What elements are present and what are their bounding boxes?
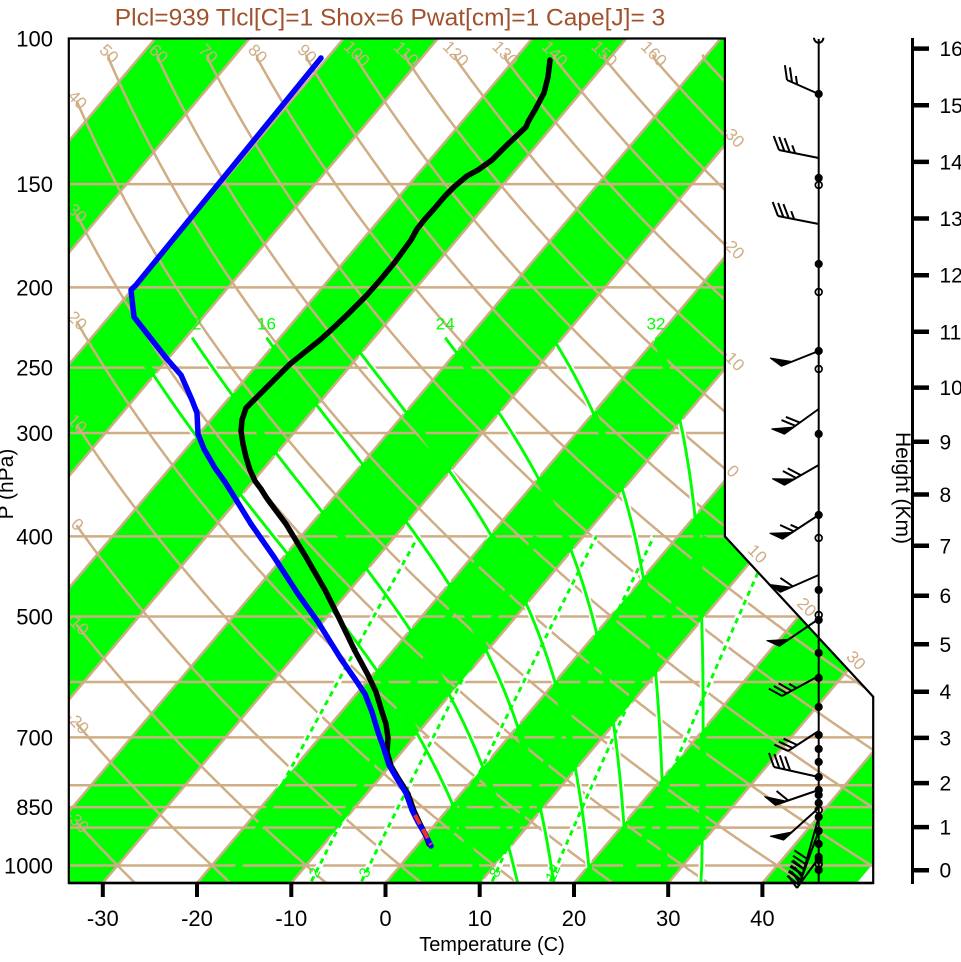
svg-text:2: 2: [940, 773, 952, 796]
svg-text:4: 4: [940, 681, 952, 704]
svg-text:0: 0: [940, 860, 952, 883]
svg-text:250: 250: [16, 356, 53, 381]
svg-text:0: 0: [379, 906, 391, 931]
svg-text:-10: -10: [275, 906, 307, 931]
svg-text:13: 13: [940, 208, 961, 231]
svg-text:11: 11: [940, 321, 961, 344]
svg-text:7: 7: [940, 535, 952, 558]
svg-text:100: 100: [16, 27, 53, 52]
svg-text:28: 28: [543, 315, 562, 334]
svg-text:3: 3: [940, 727, 952, 750]
svg-text:12: 12: [183, 315, 202, 334]
svg-text:200: 200: [16, 275, 53, 300]
svg-text:1000: 1000: [4, 854, 53, 879]
svg-text:24: 24: [436, 315, 455, 334]
svg-text:Temperature (C): Temperature (C): [419, 934, 565, 956]
svg-text:1: 1: [940, 817, 952, 840]
svg-text:300: 300: [16, 421, 53, 446]
svg-text:10: 10: [467, 906, 491, 931]
svg-text:16: 16: [940, 38, 961, 61]
svg-text:Plcl=939 Tlcl[C]=1 Shox=6 Pwat: Plcl=939 Tlcl[C]=1 Shox=6 Pwat[cm]=1 Cap…: [115, 5, 665, 32]
svg-text:14: 14: [940, 151, 961, 174]
svg-text:5: 5: [940, 634, 952, 657]
svg-text:6: 6: [940, 585, 952, 608]
svg-text:32: 32: [647, 315, 666, 334]
svg-text:15: 15: [940, 95, 961, 118]
svg-text:150: 150: [16, 172, 53, 197]
svg-text:850: 850: [16, 795, 53, 820]
svg-text:-20: -20: [181, 906, 213, 931]
svg-text:30: 30: [656, 906, 680, 931]
svg-text:Height (Km): Height (Km): [891, 432, 914, 544]
svg-text:9: 9: [940, 431, 952, 454]
svg-text:400: 400: [16, 524, 53, 549]
svg-text:700: 700: [16, 725, 53, 750]
svg-text:P (hPa): P (hPa): [0, 449, 18, 520]
svg-text:10: 10: [940, 377, 961, 400]
svg-text:500: 500: [16, 605, 53, 630]
svg-text:-30: -30: [87, 906, 119, 931]
svg-text:12: 12: [940, 265, 961, 288]
svg-text:16: 16: [257, 315, 276, 334]
svg-text:20: 20: [562, 906, 586, 931]
svg-text:40: 40: [750, 906, 774, 931]
svg-text:8: 8: [940, 484, 952, 507]
